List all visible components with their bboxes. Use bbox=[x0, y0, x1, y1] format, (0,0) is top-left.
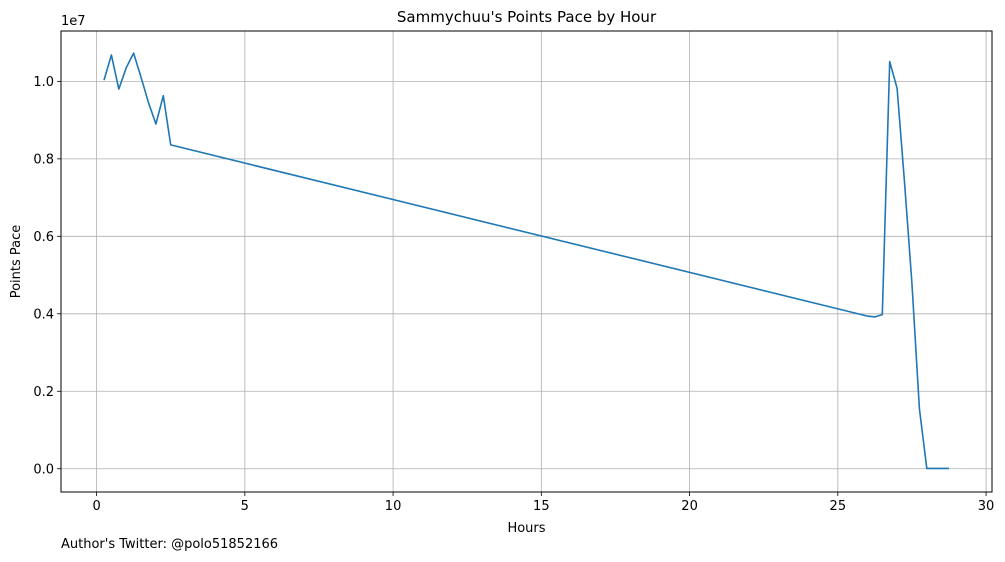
y-tick-label: 1.0 bbox=[33, 75, 54, 90]
y-tick-label: 0.8 bbox=[33, 152, 54, 167]
y-tick-label: 0.4 bbox=[33, 307, 54, 322]
x-tick-label: 20 bbox=[681, 499, 698, 514]
y-axis-offset-label: 1e7 bbox=[61, 14, 86, 29]
grid-lines bbox=[61, 31, 992, 492]
x-tick-label: 5 bbox=[241, 499, 249, 514]
x-tick-label: 25 bbox=[830, 499, 847, 514]
y-axis-ticks: 0.0 0.2 0.4 0.6 0.8 1.0 bbox=[33, 75, 61, 477]
y-tick-label: 0.2 bbox=[33, 385, 54, 400]
y-tick-label: 0.6 bbox=[33, 230, 54, 245]
plot-frame bbox=[60, 30, 993, 493]
x-tick-label: 15 bbox=[533, 499, 550, 514]
series-layer bbox=[103, 52, 949, 470]
y-axis-label: Points Pace bbox=[9, 225, 24, 299]
x-tick-label: 10 bbox=[385, 499, 402, 514]
x-tick-label: 30 bbox=[978, 499, 995, 514]
x-axis-ticks: 0 5 10 15 20 25 30 bbox=[92, 492, 994, 514]
y-tick-label: 0.0 bbox=[33, 462, 54, 477]
x-tick-label: 0 bbox=[92, 499, 100, 514]
author-footnote: Author's Twitter: @polo51852166 bbox=[61, 537, 279, 552]
series-line bbox=[103, 52, 949, 470]
x-axis-label: Hours bbox=[507, 521, 545, 536]
chart-title: Sammychuu's Points Pace by Hour bbox=[397, 8, 657, 26]
